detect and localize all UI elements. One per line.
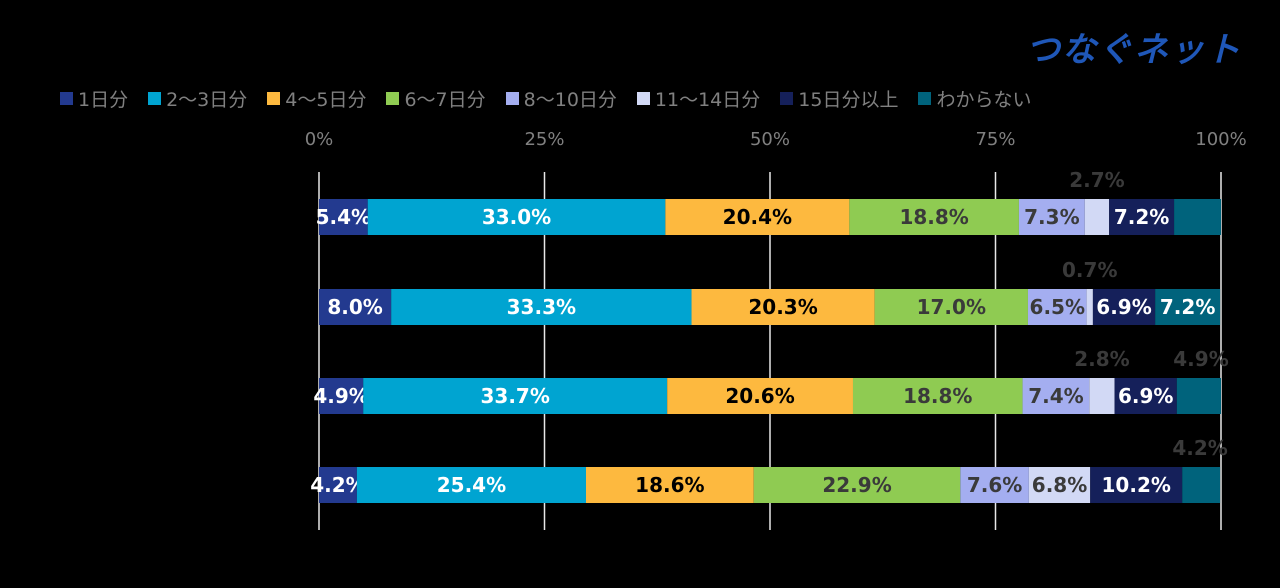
- legend-item: 15日分以上: [780, 85, 898, 112]
- bar-segment: [1155, 289, 1221, 325]
- bar-segment: [691, 289, 875, 325]
- bar-segment: [1027, 289, 1087, 325]
- data-label: 20.4%: [723, 205, 792, 229]
- bar-segment: [852, 378, 1023, 414]
- data-label: 7.6%: [967, 473, 1022, 497]
- data-label: 18.8%: [903, 384, 972, 408]
- data-label: 7.3%: [1024, 205, 1079, 229]
- data-label: 0.7%: [1062, 258, 1117, 282]
- legend-swatch: [505, 91, 519, 105]
- brand-logo: つなぐネット: [1026, 30, 1242, 70]
- data-label: 2.8%: [1074, 347, 1129, 371]
- data-label: 10.2%: [1102, 473, 1171, 497]
- legend-item: 2～3日分: [148, 85, 247, 112]
- bar-segment: [367, 199, 666, 235]
- bar-segment: [1084, 199, 1110, 235]
- data-label: 4.2%: [310, 473, 365, 497]
- data-label: 7.2%: [1114, 205, 1169, 229]
- legend-label: わからない: [936, 88, 1032, 111]
- data-label: 20.6%: [725, 384, 794, 408]
- data-label: 2.7%: [1069, 168, 1124, 192]
- bar-segment: [1092, 289, 1156, 325]
- bar-segment: [356, 467, 586, 503]
- data-label: 17.0%: [917, 295, 986, 319]
- x-tick-label: 100%: [1195, 129, 1246, 150]
- bar-segment: [960, 467, 1029, 503]
- data-label: 25.4%: [437, 473, 506, 497]
- data-label: 4.9%: [1173, 347, 1228, 371]
- x-tick-label: 25%: [524, 129, 564, 150]
- legend-item: 6～7日分: [386, 85, 486, 112]
- bar-segment: [391, 289, 692, 325]
- chart-legend: 1日分 2～3日分 4～5日分 6～7日分 8～10日分 11～14日分 15日分以上 わから…: [60, 84, 1260, 112]
- data-label: 8.0%: [327, 295, 382, 319]
- legend-label: 8～10日分: [523, 88, 617, 111]
- bar-segment: [874, 289, 1028, 325]
- legend-swatch: [267, 91, 281, 105]
- bar-segment: [1086, 289, 1093, 325]
- legend-item: 11～14日分: [636, 85, 761, 112]
- bar-segment: [585, 467, 754, 503]
- legend-swatch: [148, 91, 162, 105]
- bar-segment: [1114, 378, 1177, 414]
- legend-swatch: [60, 91, 73, 105]
- legend-label: 11～14日分: [654, 88, 761, 111]
- legend-swatch: [780, 91, 794, 105]
- bar-segment: [1028, 467, 1091, 503]
- legend-label: 6～7日分: [404, 88, 486, 111]
- bar-segment: [753, 467, 961, 503]
- data-label: 33.0%: [482, 205, 551, 229]
- data-label: 18.8%: [899, 205, 968, 229]
- data-label: 7.4%: [1028, 384, 1083, 408]
- legend-label: 15日分以上: [798, 88, 899, 111]
- bar-segment: [1090, 467, 1183, 503]
- data-label: 4.2%: [1172, 436, 1227, 460]
- x-tick-label: 0%: [305, 129, 334, 150]
- bar-segment: [319, 289, 392, 325]
- bar-segment: [1018, 199, 1085, 235]
- legend-item: 4～5日分: [267, 85, 366, 112]
- data-label: 6.9%: [1096, 295, 1151, 319]
- x-tick-label: 50%: [750, 129, 790, 150]
- data-label: 4.9%: [313, 384, 368, 408]
- bar-segment: [1174, 199, 1221, 235]
- data-label: 33.7%: [480, 384, 549, 408]
- bar-segment: [319, 467, 357, 503]
- legend-item: 8～10日分: [505, 85, 617, 112]
- legend-swatch: [918, 91, 932, 105]
- data-label: 18.6%: [635, 473, 704, 497]
- bar-segment: [1182, 467, 1221, 503]
- legend-swatch: [386, 91, 400, 105]
- bar-segment: [665, 199, 850, 235]
- bar-segment: [363, 378, 668, 414]
- legend-label: 1日分: [78, 88, 129, 111]
- bar-segment: [1022, 378, 1090, 414]
- legend-item: わからない: [918, 85, 1031, 112]
- data-label: 6.9%: [1118, 384, 1173, 408]
- data-label: 33.3%: [507, 295, 576, 319]
- bar-segment: [667, 378, 853, 414]
- data-label: 22.9%: [822, 473, 891, 497]
- bar-segment: [1089, 378, 1115, 414]
- data-label: 20.3%: [748, 295, 817, 319]
- legend-item: 1日分: [60, 85, 128, 112]
- bar-segment: [1176, 378, 1221, 414]
- data-label: 5.4%: [316, 205, 371, 229]
- data-label: 6.5%: [1030, 295, 1085, 319]
- legend-label: 4～5日分: [285, 88, 367, 111]
- data-label: 6.8%: [1032, 473, 1087, 497]
- bar-segment: [849, 199, 1019, 235]
- legend-label: 2～3日分: [166, 88, 248, 111]
- bar-segment: [1109, 199, 1175, 235]
- bar-segment: [319, 378, 364, 414]
- data-label: 7.2%: [1160, 295, 1215, 319]
- x-tick-label: 75%: [975, 129, 1015, 150]
- bar-segment: [319, 199, 368, 235]
- legend-swatch: [636, 91, 650, 105]
